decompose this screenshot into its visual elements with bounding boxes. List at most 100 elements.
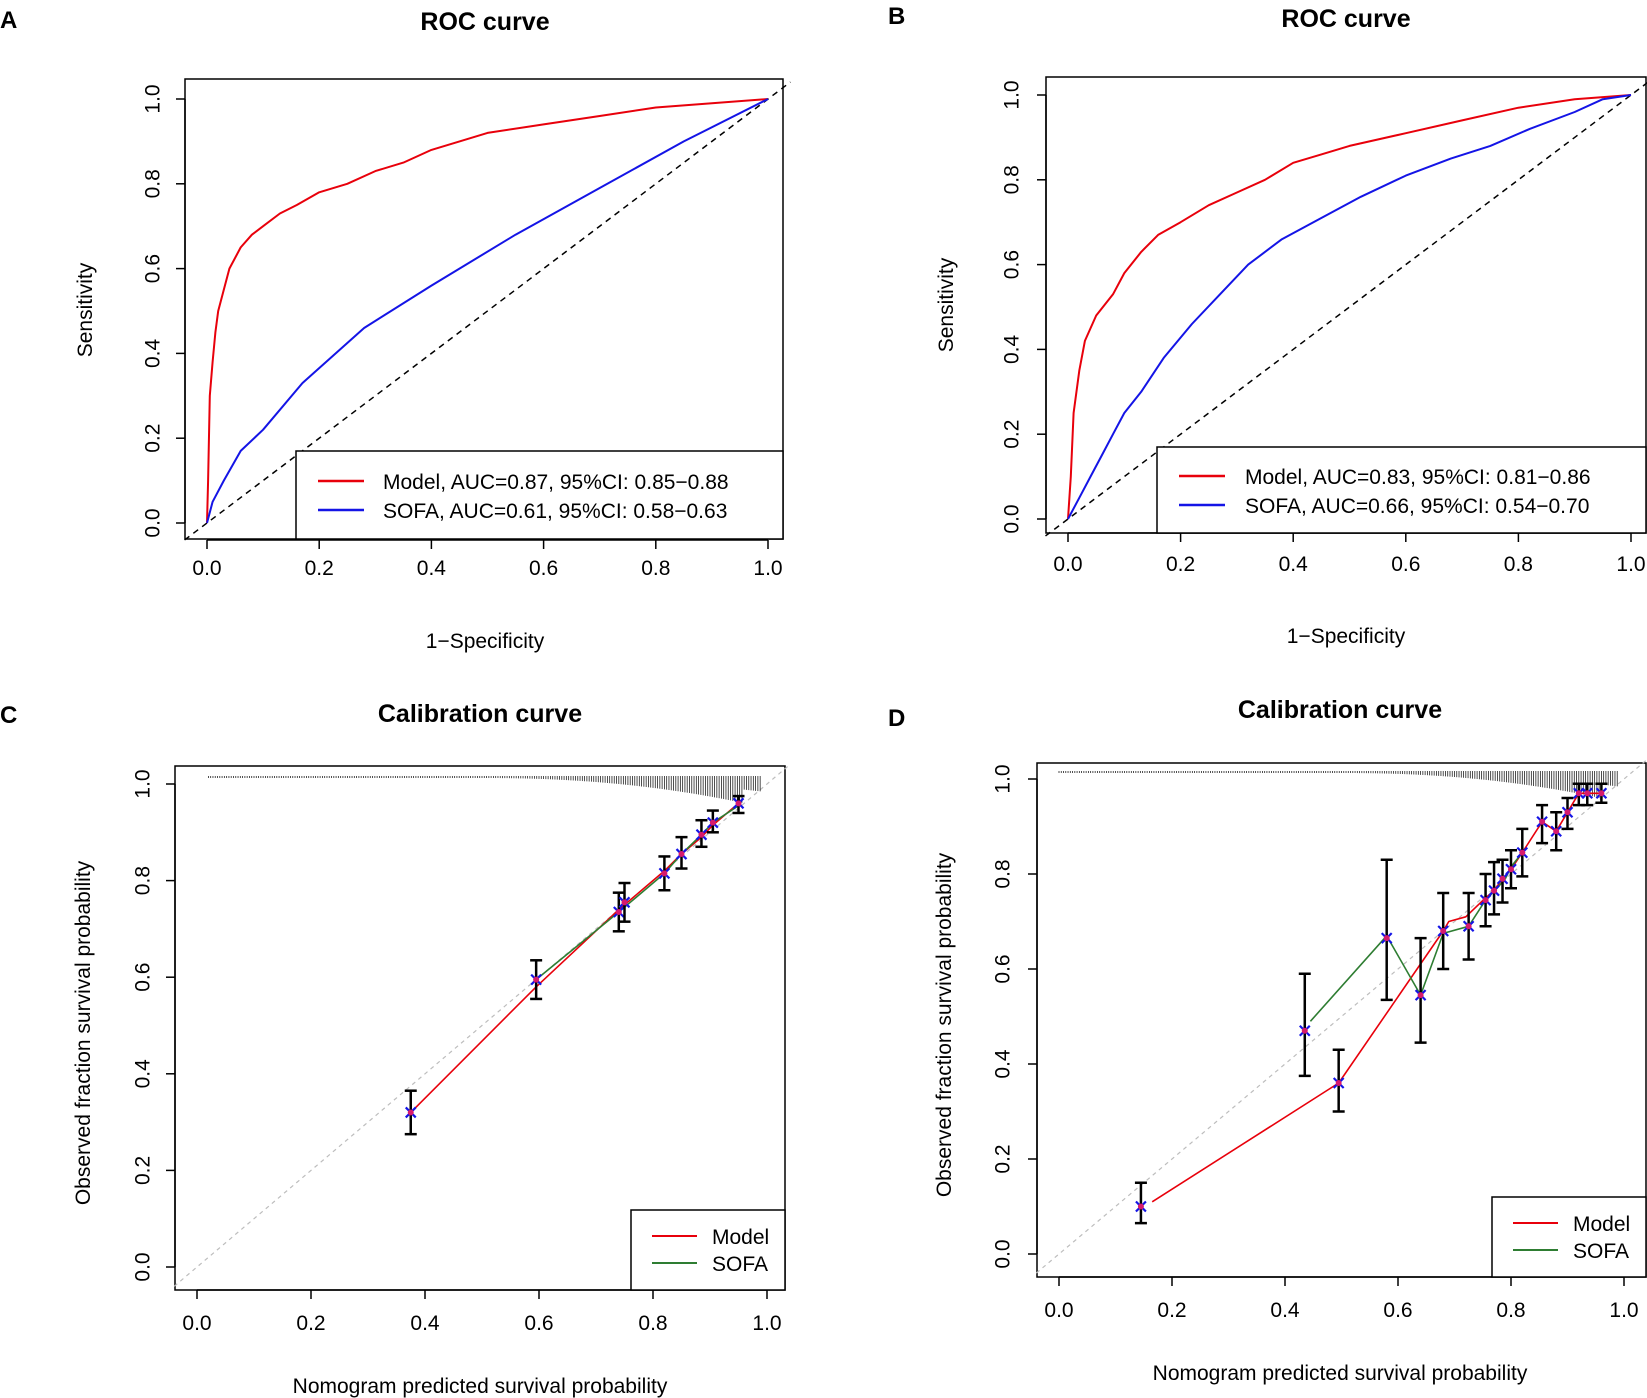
y-tick-label: 0.8 <box>1000 165 1023 194</box>
error-bar <box>1516 827 1529 878</box>
y-axis-label: Observed fraction survival probability <box>72 860 95 1205</box>
error-bar <box>675 835 688 870</box>
x-axis-label: 1−Specificity <box>1287 625 1406 648</box>
y-tick-label: 0.2 <box>141 424 164 453</box>
panel-letter: A <box>0 7 17 34</box>
x-tick-label: 0.8 <box>638 1312 667 1335</box>
error-bar <box>732 794 745 815</box>
legend-entry-sofa: SOFA <box>712 1253 768 1276</box>
error-bar <box>1462 891 1475 961</box>
legend-box <box>1156 446 1647 534</box>
error-bar <box>1595 782 1608 804</box>
error-bar <box>612 891 625 933</box>
prediction-rug <box>1058 771 1618 798</box>
y-tick-label: 0.0 <box>131 1252 154 1281</box>
reference-diagonal <box>1045 82 1647 537</box>
y-tick-label: 0.6 <box>1000 250 1023 279</box>
x-axis-label: Nomogram predicted survival probability <box>1153 1362 1528 1385</box>
x-tick-label: 0.4 <box>410 1312 440 1335</box>
x-tick-label: 0.2 <box>296 1312 325 1335</box>
y-tick-label: 0.4 <box>141 338 164 368</box>
error-bar <box>1496 858 1509 904</box>
y-axis-label: Observed fraction survival probability <box>933 852 956 1197</box>
panel-c: C Calibration curve Nomogram predicted s… <box>0 700 791 1398</box>
y-tick-label: 0.6 <box>991 954 1014 983</box>
x-tick-label: 0.0 <box>1044 1299 1073 1322</box>
y-tick-label: 0.0 <box>141 508 164 537</box>
y-tick-label: 0.8 <box>131 866 154 895</box>
legend-entry-model: Model, AUC=0.83, 95%CI: 0.81−0.86 <box>1245 466 1591 489</box>
error-bar <box>1581 782 1594 807</box>
x-tick-label: 1.0 <box>753 557 782 580</box>
legend-box <box>630 1209 786 1291</box>
error-bar <box>658 855 671 892</box>
y-tick-label: 0.8 <box>991 859 1014 888</box>
x-tick-label: 0.2 <box>1157 1299 1186 1322</box>
y-tick-label: 0.4 <box>1000 334 1023 364</box>
x-tick-label: 0.4 <box>1270 1299 1300 1322</box>
y-tick-label: 0.2 <box>131 1156 154 1185</box>
prediction-rug <box>207 776 761 803</box>
chart-title: ROC curve <box>1281 5 1410 33</box>
x-axis-label: 1−Specificity <box>426 630 545 653</box>
legend-entry-model: Model <box>1573 1213 1630 1236</box>
legend-box <box>295 450 784 540</box>
y-tick-label: 0.0 <box>991 1239 1014 1268</box>
x-axis-label: Nomogram predicted survival probability <box>293 1375 668 1398</box>
panel-letter: D <box>888 705 905 732</box>
y-tick-label: 1.0 <box>141 84 164 113</box>
series-line-sofa <box>206 98 769 524</box>
y-tick-label: 1.0 <box>991 764 1014 793</box>
y-tick-label: 0.4 <box>991 1049 1014 1079</box>
y-tick-label: 0.6 <box>141 254 164 283</box>
error-bar <box>1380 858 1393 1002</box>
x-tick-label: 0.2 <box>305 557 334 580</box>
error-bar <box>1414 936 1427 1044</box>
y-axis-label: Sensitivity <box>74 262 97 357</box>
x-tick-label: 0.0 <box>182 1312 211 1335</box>
error-bar <box>1298 972 1311 1078</box>
y-tick-label: 0.2 <box>1000 420 1023 449</box>
error-bar <box>706 809 719 834</box>
y-tick-label: 1.0 <box>1000 80 1023 109</box>
x-tick-label: 0.8 <box>1504 553 1533 576</box>
x-tick-label: 0.8 <box>1496 1299 1525 1322</box>
panel-letter: C <box>0 702 17 729</box>
error-bar <box>530 959 543 1001</box>
legend-entry-sofa: SOFA, AUC=0.61, 95%CI: 0.58−0.63 <box>383 500 727 523</box>
y-tick-label: 0.6 <box>131 963 154 992</box>
chart-title: Calibration curve <box>1238 696 1442 724</box>
x-tick-label: 0.8 <box>641 557 670 580</box>
legend-box <box>1491 1196 1647 1278</box>
x-tick-label: 1.0 <box>752 1312 781 1335</box>
x-tick-label: 0.6 <box>1391 553 1420 576</box>
reference-diagonal <box>184 81 791 541</box>
legend-entry-model: Model <box>712 1226 769 1249</box>
legend-entry-sofa: SOFA, AUC=0.66, 95%CI: 0.54−0.70 <box>1245 495 1589 518</box>
error-bar <box>1332 1048 1345 1113</box>
error-bar <box>1536 803 1549 845</box>
panel-d: D Calibration curve Nomogram predicted s… <box>888 696 1647 1385</box>
x-tick-label: 0.6 <box>524 1312 553 1335</box>
legend-entry-sofa: SOFA <box>1573 1240 1629 1263</box>
error-bar <box>1437 891 1450 971</box>
x-tick-label: 0.0 <box>192 557 221 580</box>
chart-title: ROC curve <box>420 8 549 36</box>
error-bar <box>695 818 708 849</box>
error-bar <box>1488 860 1501 916</box>
x-tick-label: 0.6 <box>529 557 558 580</box>
x-tick-label: 0.4 <box>417 557 447 580</box>
chart-title: Calibration curve <box>378 700 582 728</box>
x-tick-label: 0.6 <box>1383 1299 1412 1322</box>
y-tick-label: 0.8 <box>141 169 164 198</box>
x-tick-label: 0.4 <box>1279 553 1309 576</box>
legend-entry-model: Model, AUC=0.87, 95%CI: 0.85−0.88 <box>383 471 729 494</box>
series-line-sofa <box>1067 94 1632 520</box>
x-tick-label: 0.2 <box>1166 553 1195 576</box>
error-bar <box>404 1089 417 1136</box>
y-tick-label: 0.4 <box>131 1059 154 1089</box>
series-line-model <box>206 98 769 524</box>
panel-b: B ROC curve 1−Specificity Sensitivity 0.… <box>888 3 1647 648</box>
panel-letter: B <box>888 3 905 30</box>
